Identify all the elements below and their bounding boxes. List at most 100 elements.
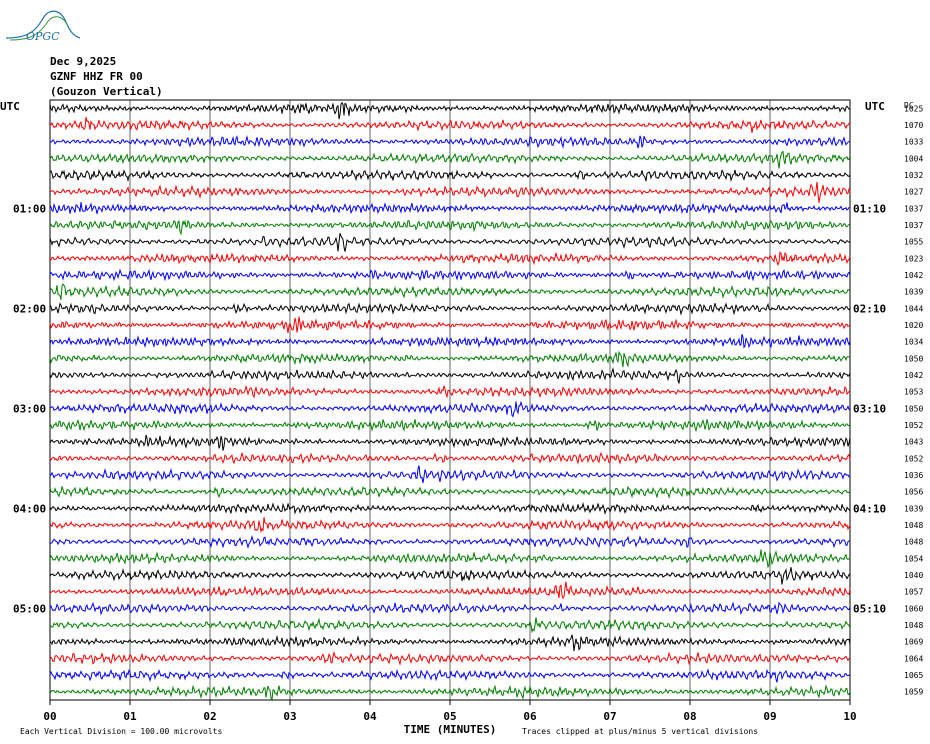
header-date: Dec 9,2025 bbox=[50, 55, 117, 68]
dc-offset-label: 1032 bbox=[904, 171, 923, 180]
seismogram-trace bbox=[49, 366, 851, 384]
dc-offset-label: 1037 bbox=[904, 221, 923, 230]
header-station: (Gouzon Vertical) bbox=[50, 85, 163, 98]
seismogram-trace bbox=[49, 517, 851, 534]
seismogram-trace bbox=[49, 150, 851, 169]
x-tick-label: 10 bbox=[843, 710, 856, 723]
x-tick-label: 09 bbox=[763, 710, 776, 723]
dc-offset-label: 1044 bbox=[904, 304, 923, 313]
hour-label-right: 01:10 bbox=[853, 202, 886, 215]
x-tick-label: 01 bbox=[123, 710, 137, 723]
hour-label-left: 05:00 bbox=[13, 602, 46, 615]
x-tick-label: 05 bbox=[443, 710, 456, 723]
x-tick-label: 07 bbox=[603, 710, 616, 723]
hour-label-right: 04:10 bbox=[853, 502, 886, 515]
x-tick-label: 03 bbox=[283, 710, 296, 723]
seismogram-trace bbox=[49, 219, 851, 236]
x-tick-label: 04 bbox=[363, 710, 377, 723]
dc-offset-label: 1060 bbox=[904, 604, 923, 613]
dc-offset-label: 1043 bbox=[904, 438, 923, 447]
dc-offset-label: 1036 bbox=[904, 471, 923, 480]
dc-offset-label: 1048 bbox=[904, 521, 923, 530]
dc-offset-label: 1027 bbox=[904, 188, 923, 197]
header-channel: GZNF HHZ FR 00 bbox=[50, 70, 143, 83]
seismogram-trace bbox=[49, 302, 851, 316]
hour-label-left: 03:00 bbox=[13, 402, 46, 415]
dc-offset-label: 1059 bbox=[904, 688, 923, 697]
x-axis-title: TIME (MINUTES) bbox=[404, 723, 497, 736]
plot-area bbox=[49, 99, 851, 705]
seismogram-trace bbox=[49, 233, 851, 252]
seismogram-traces bbox=[49, 101, 851, 702]
seismogram-trace bbox=[49, 567, 851, 585]
hour-label-left: 02:00 bbox=[13, 302, 46, 315]
hour-label-left: 01:00 bbox=[13, 202, 46, 215]
x-tick-label: 00 bbox=[43, 710, 56, 723]
dc-offset-label: 1004 bbox=[904, 154, 923, 163]
dc-corner-label: DC bbox=[904, 101, 914, 110]
seismogram-trace bbox=[49, 634, 851, 652]
seismogram-trace bbox=[49, 535, 851, 549]
seismogram-trace bbox=[49, 350, 851, 368]
seismogram-trace bbox=[49, 601, 851, 616]
seismogram-trace bbox=[49, 418, 851, 433]
dc-offset-label: 1037 bbox=[904, 204, 923, 213]
dc-offset-label: 1052 bbox=[904, 454, 923, 463]
hour-label-right: 02:10 bbox=[853, 302, 886, 315]
dc-offset-label: 1048 bbox=[904, 621, 923, 630]
axis-labels: 00 01 02 03 04 05 06 07 08 09 10 1025 1070 1033 1004 10… bbox=[0, 100, 923, 736]
seismogram-trace bbox=[49, 316, 851, 334]
footer-clip-note: Traces clipped at plus/minus 5 vertical … bbox=[522, 727, 758, 736]
dc-offset-label: 1053 bbox=[904, 388, 923, 397]
footer-scale-note: Each Vertical Division = 100.00 microvol… bbox=[20, 727, 222, 736]
dc-offset-label: 1057 bbox=[904, 588, 923, 597]
opgc-logo: OPGC bbox=[4, 4, 82, 48]
dc-offset-label: 1040 bbox=[904, 571, 923, 580]
seismogram-trace bbox=[49, 549, 851, 569]
dc-offset-label: 1065 bbox=[904, 671, 923, 680]
seismogram-trace bbox=[49, 581, 851, 600]
seismogram-trace bbox=[49, 400, 851, 418]
dc-offset-label: 1055 bbox=[904, 238, 923, 247]
hour-label-right: 03:10 bbox=[853, 402, 886, 415]
dc-offset-label: 1070 bbox=[904, 121, 923, 130]
dc-offset-label: 1033 bbox=[904, 138, 923, 147]
utc-label-right: UTC bbox=[865, 100, 885, 113]
x-tick-label: 08 bbox=[683, 710, 696, 723]
seismogram-trace bbox=[49, 116, 851, 133]
x-tick-label: 06 bbox=[523, 710, 537, 723]
dc-offset-label: 1048 bbox=[904, 538, 923, 547]
dc-offset-label: 1052 bbox=[904, 421, 923, 430]
seismogram-trace bbox=[49, 384, 851, 399]
utc-label-left: UTC bbox=[0, 100, 20, 113]
dc-offset-label: 1042 bbox=[904, 271, 923, 280]
seismogram-trace bbox=[49, 101, 851, 120]
seismogram-trace bbox=[49, 451, 851, 465]
seismogram-trace bbox=[49, 650, 851, 666]
dc-offset-label: 1056 bbox=[904, 488, 923, 497]
dc-offset-label: 1039 bbox=[904, 504, 923, 513]
seismogram-trace bbox=[49, 251, 851, 267]
dc-offset-label: 1034 bbox=[904, 338, 923, 347]
hour-label-right: 05:10 bbox=[853, 602, 886, 615]
dc-offset-label: 1042 bbox=[904, 371, 923, 380]
dc-offset-label: 1064 bbox=[904, 654, 923, 663]
dc-offset-label: 1023 bbox=[904, 254, 923, 263]
seismogram-trace bbox=[49, 485, 851, 499]
seismogram-trace bbox=[49, 181, 851, 203]
seismogram-trace bbox=[49, 134, 851, 149]
hour-label-left: 04:00 bbox=[13, 502, 46, 515]
logo-text: OPGC bbox=[26, 30, 60, 43]
dc-offset-label: 1050 bbox=[904, 404, 923, 413]
seismogram-trace bbox=[49, 668, 851, 683]
seismogram-trace bbox=[49, 501, 851, 515]
dc-offset-label: 1039 bbox=[904, 288, 923, 297]
x-tick-label: 02 bbox=[203, 710, 216, 723]
dc-offset-label: 1054 bbox=[904, 554, 923, 563]
seismogram-trace bbox=[49, 168, 851, 183]
seismogram-trace bbox=[49, 334, 851, 349]
dc-offset-label: 1050 bbox=[904, 354, 923, 363]
seismogram-trace bbox=[49, 617, 851, 634]
seismogram-trace bbox=[49, 434, 851, 451]
